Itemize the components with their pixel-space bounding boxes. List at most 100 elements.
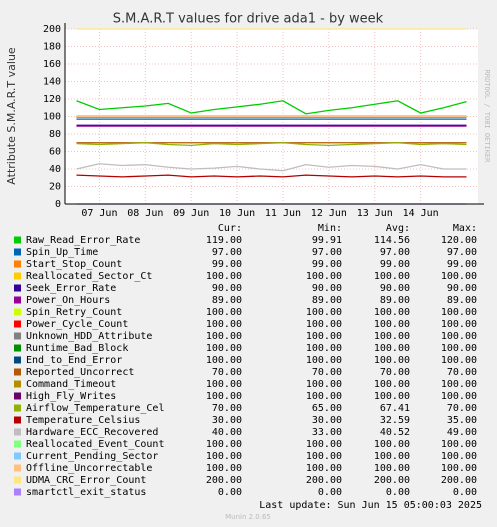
stat-value: 100.00 (306, 355, 342, 366)
stat-value: 90.00 (380, 283, 410, 294)
stat-value: 100.00 (206, 271, 242, 282)
y-tick-label: 60 (49, 147, 61, 158)
x-tick-label: 07 Jun (81, 208, 117, 219)
legend-swatch (14, 260, 21, 268)
stat-value: 200.00 (206, 475, 242, 486)
legend-label: Airflow_Temperature_Cel (26, 403, 164, 414)
y-tick-label: 20 (49, 182, 61, 193)
stat-value: 100.00 (441, 391, 477, 402)
stat-value: 90.00 (447, 283, 477, 294)
stat-value: 65.00 (312, 403, 342, 414)
legend-swatch (14, 428, 21, 436)
stat-value: 100.00 (306, 319, 342, 330)
legend-label: Raw_Read_Error_Rate (26, 235, 140, 246)
stat-value: 97.00 (312, 247, 342, 258)
stat-value: 100.00 (441, 451, 477, 462)
chart-title: S.M.A.R.T values for drive ada1 - by wee… (113, 12, 384, 27)
stat-value: 70.00 (447, 403, 477, 414)
stat-value: 32.59 (380, 415, 410, 426)
y-tick-label: 0 (55, 199, 61, 210)
legend-label: Reallocated_Sector_Ct (26, 271, 152, 282)
stat-value: 200.00 (306, 475, 342, 486)
stat-value: 99.00 (312, 259, 342, 270)
stat-value: 100.00 (374, 451, 410, 462)
legend-label: Seek_Error_Rate (26, 283, 116, 294)
y-tick-label: 120 (43, 94, 61, 105)
stat-value: 100.00 (441, 343, 477, 354)
stat-value: 100.00 (206, 379, 242, 390)
y-tick-label: 180 (43, 42, 61, 53)
legend-swatch (14, 356, 21, 364)
legend-swatch (14, 392, 21, 400)
stat-value: 100.00 (441, 307, 477, 318)
stats-header: Cur: (218, 223, 242, 234)
stat-value: 100.00 (206, 331, 242, 342)
stat-value: 100.00 (441, 439, 477, 450)
last-update: Last update: Sun Jun 15 05:00:03 2025 (259, 500, 482, 511)
stat-value: 100.00 (374, 391, 410, 402)
stat-value: 100.00 (441, 463, 477, 474)
legend-label: Command_Timeout (26, 379, 116, 390)
stat-value: 200.00 (374, 475, 410, 486)
legend-label: Reallocated_Event_Count (26, 439, 164, 450)
stat-value: 90.00 (212, 283, 242, 294)
stats-header: Min: (318, 223, 342, 234)
series-line (76, 174, 467, 178)
stat-value: 67.41 (380, 403, 410, 414)
stat-value: 100.00 (441, 355, 477, 366)
legend-label: Power_Cycle_Count (26, 319, 128, 330)
legend-swatch (14, 476, 21, 484)
stat-value: 30.00 (212, 415, 242, 426)
y-tick-label: 80 (49, 129, 61, 140)
stat-value: 30.00 (312, 415, 342, 426)
x-tick-label: 11 Jun (265, 208, 301, 219)
legend-label: Spin_Up_Time (26, 247, 98, 258)
stat-value: 90.00 (312, 283, 342, 294)
x-tick-label: 12 Jun (311, 208, 347, 219)
stat-value: 100.00 (206, 343, 242, 354)
legend-swatch (14, 452, 21, 460)
x-tick-label: 08 Jun (127, 208, 163, 219)
legend-swatch (14, 344, 21, 352)
stat-value: 99.00 (447, 259, 477, 270)
legend-swatch (14, 320, 21, 328)
stat-value: 100.00 (206, 355, 242, 366)
legend-swatch (14, 404, 21, 412)
side-label: RRDTOOL / TOBI OETIKER (483, 70, 491, 164)
y-tick-label: 200 (43, 24, 61, 35)
stat-value: 100.00 (206, 319, 242, 330)
stat-value: 89.00 (447, 295, 477, 306)
x-tick-label: 13 Jun (357, 208, 393, 219)
stat-value: 0.00 (218, 487, 242, 498)
stats-header: Max: (453, 223, 477, 234)
stat-value: 89.00 (212, 295, 242, 306)
stat-value: 97.00 (212, 247, 242, 258)
stat-value: 100.00 (306, 451, 342, 462)
stat-value: 100.00 (374, 271, 410, 282)
stat-value: 0.00 (453, 487, 477, 498)
y-tick-label: 160 (43, 59, 61, 70)
legend-label: Offline_Uncorrectable (26, 463, 152, 474)
legend-swatch (14, 272, 21, 280)
stats-header: Avg: (386, 223, 410, 234)
stat-value: 99.91 (312, 235, 342, 246)
stat-value: 89.00 (380, 295, 410, 306)
stat-value: 100.00 (306, 271, 342, 282)
stat-value: 100.00 (374, 331, 410, 342)
stat-value: 100.00 (374, 319, 410, 330)
footer: Munin 2.0.65 (225, 513, 271, 521)
stat-value: 89.00 (312, 295, 342, 306)
stat-value: 100.00 (206, 307, 242, 318)
series-line (76, 100, 467, 115)
stat-value: 100.00 (374, 439, 410, 450)
stat-value: 70.00 (212, 403, 242, 414)
stat-value: 99.00 (212, 259, 242, 270)
stat-value: 100.00 (441, 319, 477, 330)
legend-swatch (14, 308, 21, 316)
legend-label: Current_Pending_Sector (26, 451, 158, 462)
stat-value: 97.00 (380, 247, 410, 258)
legend-label: Runtime_Bad_Block (26, 343, 128, 354)
y-tick-label: 40 (49, 164, 61, 175)
legend-label: Temperature_Celsius (26, 415, 140, 426)
stat-value: 70.00 (447, 367, 477, 378)
